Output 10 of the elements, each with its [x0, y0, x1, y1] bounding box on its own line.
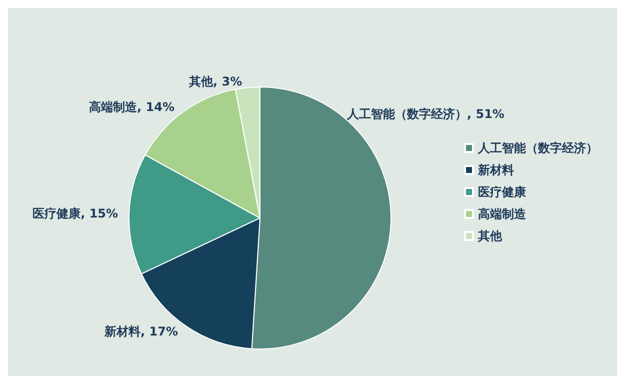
legend-label: 新材料 — [477, 163, 514, 177]
data-label: 人工智能（数字经济）, 51% — [346, 107, 504, 121]
data-label: 医疗健康, 15% — [32, 206, 118, 221]
legend-label: 医疗健康 — [478, 185, 527, 199]
legend-label: 其他 — [477, 229, 503, 243]
legend-label: 人工智能（数字经济） — [477, 141, 598, 155]
legend-label: 高端制造 — [478, 207, 527, 221]
data-label: 新材料, 17% — [104, 324, 178, 338]
data-label: 高端制造, 14% — [89, 100, 174, 114]
data-label: 其他, 3% — [188, 74, 242, 89]
